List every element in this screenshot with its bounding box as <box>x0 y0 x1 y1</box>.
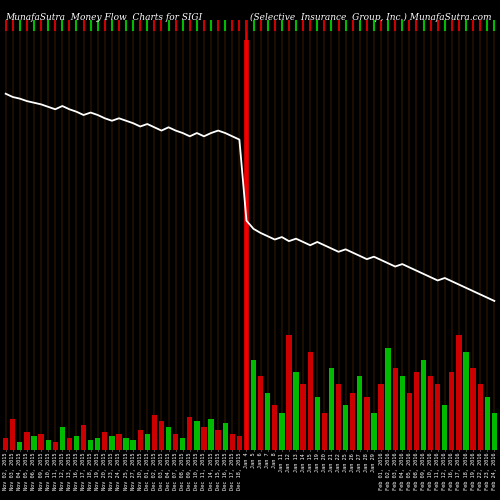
Bar <box>208 420 214 450</box>
Bar <box>222 424 228 450</box>
Bar <box>251 360 256 450</box>
Bar <box>350 392 356 450</box>
Bar <box>364 397 370 450</box>
Bar <box>10 420 16 450</box>
Bar <box>244 40 249 450</box>
Bar <box>216 430 221 450</box>
Bar <box>272 405 278 450</box>
Bar <box>406 392 412 450</box>
Bar <box>329 368 334 450</box>
Bar <box>46 440 51 450</box>
Bar <box>449 372 454 450</box>
Bar <box>81 426 86 450</box>
Bar <box>492 413 497 450</box>
Bar <box>378 384 384 450</box>
Bar <box>124 438 128 450</box>
Bar <box>392 368 398 450</box>
Bar <box>357 376 362 450</box>
Bar <box>314 397 320 450</box>
Bar <box>300 384 306 450</box>
Bar <box>152 415 157 450</box>
Bar <box>130 440 136 450</box>
Bar <box>294 372 298 450</box>
Bar <box>435 384 440 450</box>
Bar <box>308 352 313 450</box>
Bar <box>400 376 405 450</box>
Bar <box>3 438 8 450</box>
Bar <box>88 440 94 450</box>
Bar <box>478 384 483 450</box>
Bar <box>421 360 426 450</box>
Bar <box>159 422 164 450</box>
Bar <box>230 434 235 450</box>
Bar <box>138 430 143 450</box>
Bar <box>166 428 171 450</box>
Bar <box>116 434 121 450</box>
Bar <box>322 413 327 450</box>
Bar <box>66 438 72 450</box>
Bar <box>258 376 264 450</box>
Bar <box>52 442 58 450</box>
Bar <box>24 432 29 450</box>
Bar <box>95 438 100 450</box>
Bar <box>194 422 200 450</box>
Bar <box>372 413 376 450</box>
Bar <box>428 376 434 450</box>
Bar <box>470 368 476 450</box>
Bar <box>60 428 65 450</box>
Bar <box>32 436 36 450</box>
Text: (Selective  Insurance  Group, Inc.) MunafaSutra.com: (Selective Insurance Group, Inc.) Munafa… <box>250 12 492 22</box>
Bar <box>343 405 348 450</box>
Bar <box>187 417 192 450</box>
Bar <box>484 397 490 450</box>
Bar <box>336 384 341 450</box>
Bar <box>173 434 178 450</box>
Bar <box>442 405 448 450</box>
Bar <box>202 428 206 450</box>
Bar <box>109 436 114 450</box>
Bar <box>74 436 79 450</box>
Bar <box>38 434 44 450</box>
Text: MunafaSutra  Money Flow  Charts for SIGI: MunafaSutra Money Flow Charts for SIGI <box>5 12 202 22</box>
Bar <box>464 352 468 450</box>
Bar <box>265 392 270 450</box>
Bar <box>456 336 462 450</box>
Bar <box>386 348 391 450</box>
Bar <box>414 372 419 450</box>
Bar <box>236 436 242 450</box>
Bar <box>286 336 292 450</box>
Bar <box>279 413 284 450</box>
Bar <box>144 434 150 450</box>
Bar <box>102 432 108 450</box>
Bar <box>17 442 22 450</box>
Bar <box>180 438 186 450</box>
